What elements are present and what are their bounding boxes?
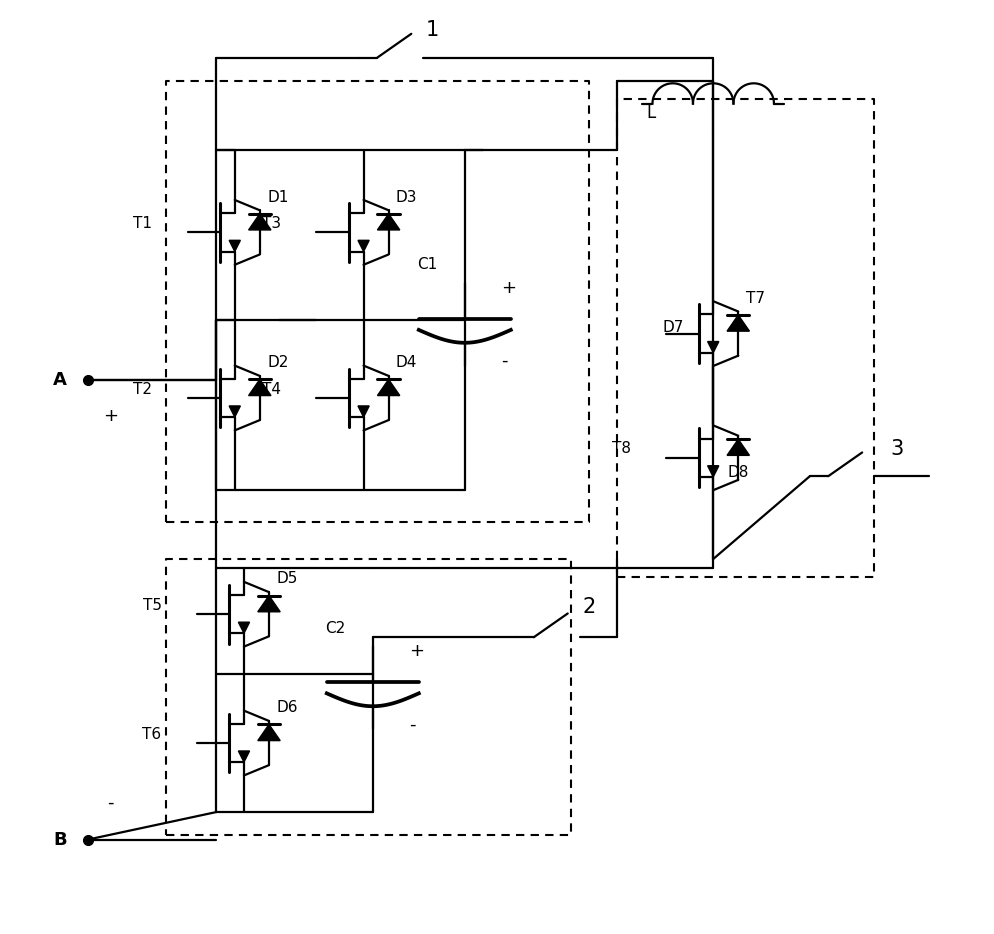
Text: -: -	[502, 352, 508, 370]
Polygon shape	[727, 439, 749, 456]
Text: D4: D4	[396, 355, 417, 370]
Text: L: L	[646, 104, 655, 121]
Text: B: B	[53, 830, 67, 849]
Polygon shape	[358, 406, 369, 417]
Text: T6: T6	[142, 727, 162, 742]
Text: T5: T5	[142, 598, 162, 613]
Text: D8: D8	[728, 465, 749, 480]
Text: C2: C2	[325, 620, 345, 635]
Polygon shape	[257, 596, 280, 612]
Polygon shape	[239, 622, 249, 633]
Text: D6: D6	[276, 700, 298, 715]
Polygon shape	[239, 751, 249, 762]
Text: +: +	[410, 642, 424, 660]
Polygon shape	[230, 406, 241, 417]
Text: D1: D1	[267, 190, 288, 205]
Polygon shape	[708, 342, 719, 353]
Text: T8: T8	[611, 442, 631, 457]
Text: -: -	[410, 715, 416, 733]
Polygon shape	[378, 379, 400, 396]
Polygon shape	[727, 315, 749, 332]
Text: D7: D7	[662, 320, 684, 335]
Text: D2: D2	[267, 355, 288, 370]
Text: C1: C1	[416, 257, 437, 272]
Text: 1: 1	[426, 20, 439, 40]
Text: T1: T1	[133, 216, 152, 231]
Text: T2: T2	[133, 382, 152, 397]
Text: T3: T3	[262, 216, 281, 231]
Polygon shape	[378, 214, 400, 230]
Polygon shape	[248, 379, 271, 396]
Text: T4: T4	[262, 382, 281, 397]
Text: +: +	[103, 407, 118, 425]
Text: D3: D3	[396, 190, 417, 205]
Text: -: -	[107, 794, 113, 812]
Text: 3: 3	[891, 439, 904, 459]
Text: 2: 2	[582, 597, 595, 616]
Polygon shape	[257, 725, 280, 741]
Text: +: +	[502, 278, 517, 297]
Text: D5: D5	[276, 572, 298, 587]
Polygon shape	[708, 466, 719, 477]
Text: A: A	[53, 371, 67, 389]
Polygon shape	[248, 214, 271, 230]
Text: T7: T7	[746, 290, 764, 305]
Polygon shape	[358, 240, 369, 251]
Polygon shape	[230, 240, 241, 251]
